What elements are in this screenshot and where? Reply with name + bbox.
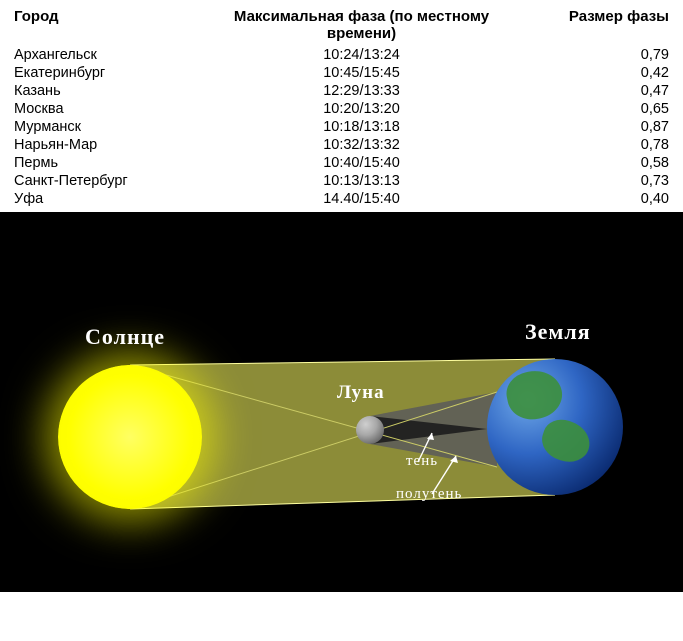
cell-size: 0,47: [549, 83, 669, 99]
cell-phase: 10:20/13:20: [214, 101, 549, 117]
cell-size: 0,79: [549, 47, 669, 63]
cell-phase: 10:13/13:13: [214, 173, 549, 189]
cell-city: Казань: [14, 83, 214, 99]
moon-label: Луна: [337, 382, 385, 404]
cell-phase: 10:40/15:40: [214, 155, 549, 171]
table-row: Екатеринбург10:45/15:450,42: [14, 64, 669, 82]
table-row: Нарьян-Мар10:32/13:320,78: [14, 136, 669, 154]
penumbra-arrow-head: [450, 456, 458, 463]
cell-size: 0,40: [549, 191, 669, 207]
cell-size: 0,42: [549, 65, 669, 81]
eclipse-diagram: Солнце Земля Луна тень полутень: [0, 212, 683, 592]
table-row: Архангельск10:24/13:240,79: [14, 46, 669, 64]
umbra-label: тень: [406, 453, 438, 470]
cell-phase: 12:29/13:33: [214, 83, 549, 99]
moon-body: [356, 416, 384, 444]
col-header-phase: Максимальная фаза (по местному времени): [214, 8, 549, 42]
sun-label: Солнце: [85, 324, 165, 350]
sun-body: [58, 365, 202, 509]
ray-top: [130, 359, 555, 365]
cell-city: Уфа: [14, 191, 214, 207]
table-row: Москва10:20/13:200,65: [14, 100, 669, 118]
cell-phase: 10:45/15:45: [214, 65, 549, 81]
cell-phase: 14.40/15:40: [214, 191, 549, 207]
cell-phase: 10:32/13:32: [214, 137, 549, 153]
col-header-size: Размер фазы: [549, 8, 669, 42]
table-row: Пермь10:40/15:400,58: [14, 154, 669, 172]
table-body: Архангельск10:24/13:240,79Екатеринбург10…: [14, 46, 669, 208]
earth-body: [487, 359, 623, 495]
penumbra-label: полутень: [396, 486, 462, 503]
table-header: Город Максимальная фаза (по местному вре…: [14, 8, 669, 46]
cell-size: 0,73: [549, 173, 669, 189]
cell-city: Москва: [14, 101, 214, 117]
cell-city: Санкт-Петербург: [14, 173, 214, 189]
eclipse-table: Город Максимальная фаза (по местному вре…: [0, 0, 683, 212]
cell-city: Нарьян-Мар: [14, 137, 214, 153]
cell-size: 0,65: [549, 101, 669, 117]
umbra-cone: [370, 416, 487, 444]
cell-phase: 10:24/13:24: [214, 47, 549, 63]
cell-city: Пермь: [14, 155, 214, 171]
table-row: Мурманск10:18/13:180,87: [14, 118, 669, 136]
cell-size: 0,78: [549, 137, 669, 153]
table-row: Уфа14.40/15:400,40: [14, 190, 669, 208]
cell-city: Екатеринбург: [14, 65, 214, 81]
earth-label: Земля: [525, 319, 591, 345]
col-header-city: Город: [14, 8, 214, 42]
table-row: Санкт-Петербург10:13/13:130,73: [14, 172, 669, 190]
cell-phase: 10:18/13:18: [214, 119, 549, 135]
cell-city: Мурманск: [14, 119, 214, 135]
table-row: Казань12:29/13:330,47: [14, 82, 669, 100]
ray-bottom: [130, 495, 555, 509]
cell-city: Архангельск: [14, 47, 214, 63]
cell-size: 0,87: [549, 119, 669, 135]
cell-size: 0,58: [549, 155, 669, 171]
umbra-arrow-head: [427, 433, 434, 440]
